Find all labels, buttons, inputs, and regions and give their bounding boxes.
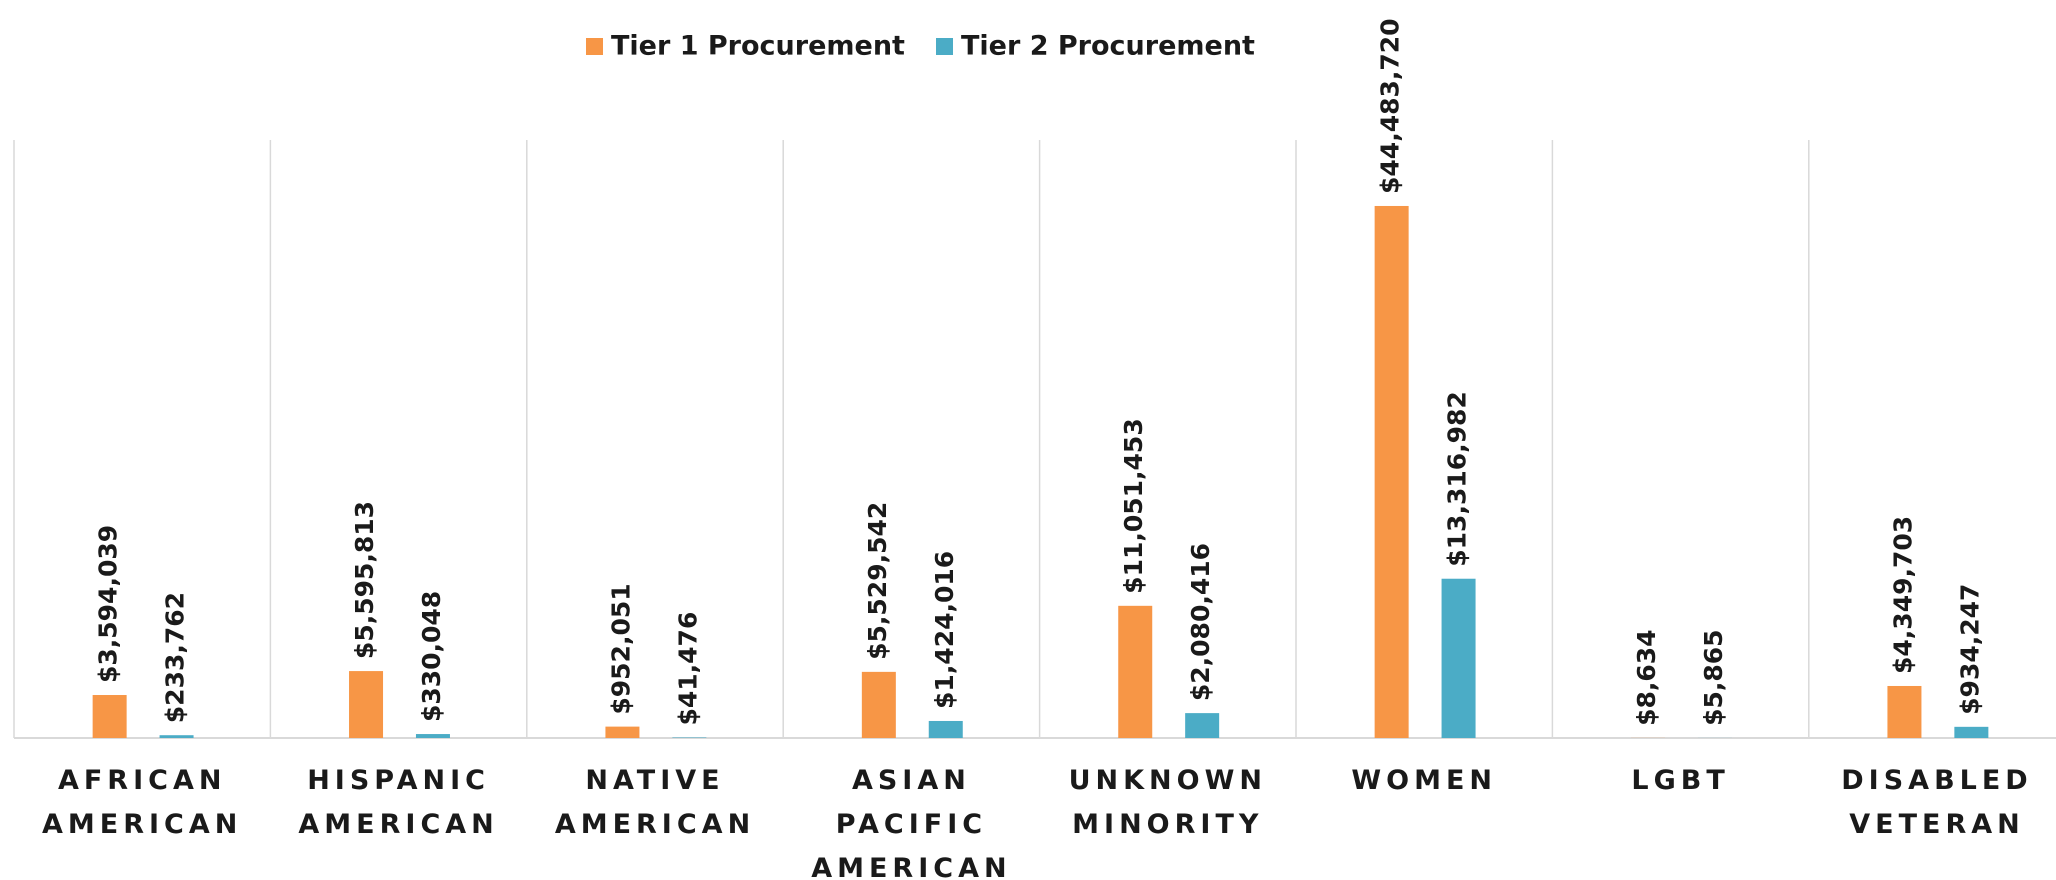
value-label: $44,483,720 xyxy=(1376,18,1405,194)
category-label: AFRICAN AMERICAN xyxy=(42,765,242,840)
value-label: $5,595,813 xyxy=(350,501,379,659)
bar xyxy=(349,671,384,738)
value-label: $1,424,016 xyxy=(930,551,959,709)
category-label: UNKNOWN MINORITY xyxy=(1069,765,1267,840)
legend-swatch xyxy=(586,38,603,55)
value-label: $5,529,542 xyxy=(863,502,892,660)
value-label: $2,080,416 xyxy=(1186,543,1215,701)
category-label: ASIAN PACIFIC AMERICAN xyxy=(811,765,1011,880)
value-label: $13,316,982 xyxy=(1443,391,1472,567)
value-label: $5,865 xyxy=(1699,629,1728,725)
value-label: $8,634 xyxy=(1632,629,1661,725)
value-label: $952,051 xyxy=(606,583,635,714)
category-label: LGBT xyxy=(1631,765,1729,796)
legend-label: Tier 1 Procurement xyxy=(611,31,905,62)
bar xyxy=(92,695,127,738)
bar xyxy=(928,720,963,738)
category-label: WOMEN xyxy=(1351,765,1497,796)
bar xyxy=(861,671,896,738)
value-label: $330,048 xyxy=(417,591,446,722)
bar xyxy=(1374,205,1409,738)
value-label: $11,051,453 xyxy=(1119,418,1148,594)
bar xyxy=(159,735,194,738)
bar xyxy=(1118,605,1153,738)
category-label: HISPANIC AMERICAN xyxy=(298,765,498,840)
bar xyxy=(1185,713,1220,738)
legend-label: Tier 2 Procurement xyxy=(961,31,1255,62)
bar xyxy=(1887,685,1922,738)
value-label: $3,594,039 xyxy=(94,525,123,683)
value-label: $41,476 xyxy=(673,612,702,726)
value-label: $934,247 xyxy=(1955,584,1984,715)
legend-swatch xyxy=(936,38,953,55)
value-label: $4,349,703 xyxy=(1888,516,1917,674)
bar xyxy=(415,734,450,738)
bar xyxy=(1441,578,1476,738)
category-label: NATIVE AMERICAN xyxy=(555,765,755,840)
category-label: DISABLED VETERAN xyxy=(1841,765,2032,840)
bar xyxy=(605,726,640,738)
value-label: $233,762 xyxy=(161,592,190,723)
bar xyxy=(1954,726,1989,738)
